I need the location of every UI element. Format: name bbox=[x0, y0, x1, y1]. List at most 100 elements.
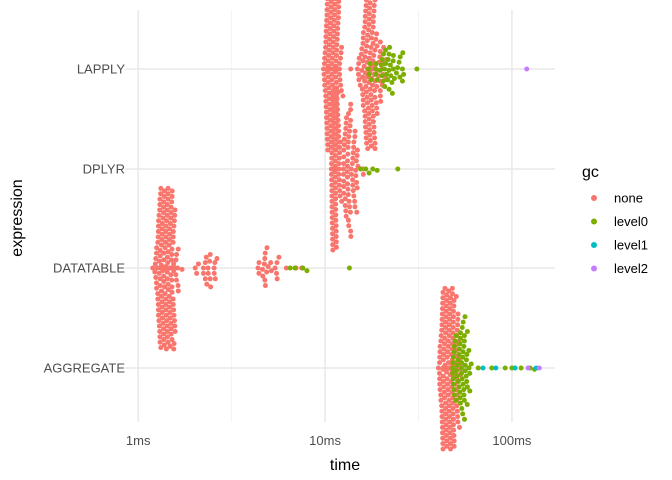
lapply-point-none bbox=[324, 115, 330, 121]
dplyr-point-none bbox=[341, 147, 347, 153]
aggregate-point-level0 bbox=[462, 368, 468, 374]
dplyr-point-none bbox=[347, 123, 353, 129]
aggregate-point-level0 bbox=[459, 406, 465, 411]
datatable-point-none bbox=[265, 264, 271, 270]
lapply-point-none bbox=[372, 140, 378, 146]
dplyr-point-none bbox=[333, 196, 339, 202]
datatable-point-none bbox=[174, 252, 180, 257]
dplyr-point-none bbox=[350, 155, 356, 161]
lapply-point-none bbox=[326, 85, 332, 91]
dplyr-point-none bbox=[348, 234, 354, 239]
datatable-point-none bbox=[155, 239, 161, 245]
aggregate-point-level1 bbox=[493, 365, 499, 371]
lapply-point-none bbox=[330, 82, 336, 88]
lapply-point-none bbox=[372, 47, 378, 53]
lapply-point-level0 bbox=[388, 73, 394, 79]
aggregate-point-none bbox=[445, 392, 451, 398]
datatable-point-none bbox=[168, 320, 174, 326]
lapply-point-none bbox=[337, 61, 343, 67]
datatable-point-none bbox=[159, 304, 165, 310]
aggregate-point-none bbox=[440, 446, 446, 452]
lapply-point-level0 bbox=[401, 71, 407, 77]
lapply-point-none bbox=[338, 50, 344, 56]
aggregate-point-level0 bbox=[460, 354, 466, 360]
datatable-point-none bbox=[164, 202, 170, 208]
lapply-point-none bbox=[362, 78, 368, 84]
aggregate-point-none bbox=[446, 327, 452, 333]
datatable-point-none bbox=[164, 212, 170, 218]
aggregate-point-none bbox=[438, 397, 444, 403]
datatable-point-none bbox=[264, 245, 270, 251]
aggregate-point-none bbox=[440, 357, 446, 363]
aggregate-point-level0 bbox=[502, 365, 508, 371]
dplyr-point-none bbox=[333, 147, 339, 153]
dplyr-point-level0 bbox=[358, 166, 364, 172]
dplyr-point-none bbox=[329, 177, 335, 183]
lapply-point-level0 bbox=[368, 77, 374, 83]
x-axis-title: time bbox=[330, 457, 360, 474]
dplyr-point-none bbox=[346, 223, 352, 229]
lapply-point-none bbox=[372, 146, 378, 152]
lapply-point-none bbox=[335, 15, 341, 21]
lapply-point-none bbox=[329, 71, 335, 77]
lapply-point-none bbox=[334, 42, 340, 48]
aggregate-point-none bbox=[450, 325, 456, 330]
dplyr-point-none bbox=[333, 93, 339, 99]
aggregate-point-none bbox=[449, 291, 455, 297]
lapply-point-none bbox=[321, 66, 326, 72]
lapply-point-level0 bbox=[386, 51, 392, 57]
aggregate-point-none bbox=[451, 443, 457, 449]
datatable-point-none bbox=[157, 339, 163, 345]
datatable-point-none bbox=[159, 299, 165, 305]
dplyr-point-none bbox=[332, 153, 338, 158]
aggregate-point-none bbox=[439, 311, 445, 317]
lapply-point-none bbox=[322, 88, 328, 94]
dplyr-point-none bbox=[330, 101, 336, 107]
legend-key-level1 bbox=[591, 242, 597, 248]
dplyr-point-none bbox=[329, 128, 335, 134]
aggregate-point-none bbox=[444, 292, 450, 298]
datatable-point-none bbox=[159, 237, 165, 243]
lapply-point-none bbox=[323, 98, 329, 104]
lapply-point-none bbox=[325, 74, 331, 80]
lapply-point-level0 bbox=[383, 61, 389, 67]
aggregate-point-level1 bbox=[480, 365, 486, 371]
lapply-point-none bbox=[362, 119, 368, 125]
dplyr-point-none bbox=[330, 247, 336, 253]
datatable-point-none bbox=[171, 218, 177, 224]
lapply-point-none bbox=[323, 104, 329, 110]
lapply-point-none bbox=[335, 26, 341, 31]
y-axis-title: expression bbox=[9, 179, 26, 256]
dplyr-point-none bbox=[343, 120, 349, 126]
aggregate-point-none bbox=[442, 395, 448, 401]
aggregate-point-none bbox=[444, 298, 450, 303]
datatable-point-none bbox=[202, 276, 208, 282]
datatable-point-none bbox=[152, 269, 158, 275]
datatable-point-none bbox=[168, 331, 174, 337]
datatable-point-none bbox=[169, 188, 175, 194]
aggregate-point-none bbox=[444, 354, 450, 360]
datatable-point-none bbox=[161, 331, 167, 337]
lapply-point-none bbox=[367, 0, 373, 6]
dplyr-point-none bbox=[333, 131, 339, 137]
dplyr-point-none bbox=[333, 104, 339, 110]
dplyr-point-none bbox=[352, 198, 358, 204]
dplyr-point-none bbox=[329, 209, 335, 215]
aggregate-point-none bbox=[441, 346, 447, 352]
datatable-point-none bbox=[260, 273, 266, 279]
dplyr-point-none bbox=[348, 107, 354, 113]
dplyr-point-none bbox=[351, 144, 357, 150]
datatable-point-none bbox=[162, 291, 168, 297]
datatable-point-none bbox=[157, 276, 163, 282]
aggregate-point-level0 bbox=[467, 370, 473, 376]
aggregate-point-level0 bbox=[462, 362, 468, 368]
y-tick-label: LAPPLY bbox=[77, 62, 126, 77]
datatable-point-none bbox=[268, 268, 274, 274]
datatable-point-level0 bbox=[287, 265, 293, 271]
lapply-point-level0 bbox=[385, 57, 391, 63]
lapply-point-none bbox=[367, 132, 373, 138]
datatable-point-none bbox=[160, 215, 166, 221]
datatable-point-none bbox=[160, 315, 166, 321]
datatable-point-none bbox=[169, 246, 175, 252]
lapply-point-level0 bbox=[373, 66, 379, 72]
